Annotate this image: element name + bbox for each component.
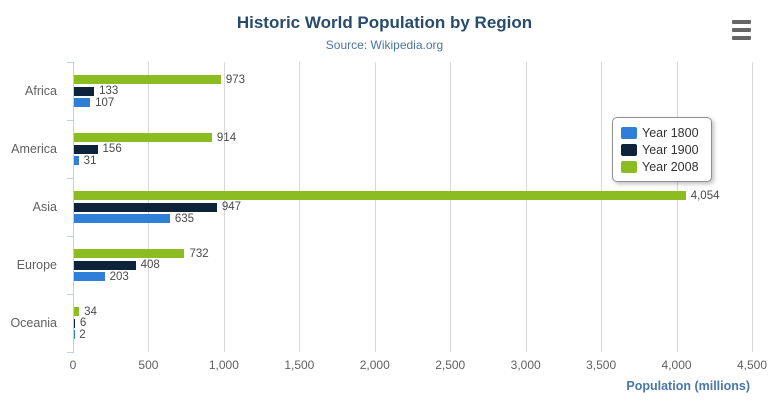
x-tick-label: 3,000 [510,358,541,372]
legend-item-year-2008[interactable]: Year 2008 [621,158,699,175]
category-label-asia: Asia [32,200,57,214]
grid-line [676,62,678,352]
data-label: 203 [109,270,129,283]
hamburger-icon [732,28,751,32]
data-label: 732 [189,247,209,260]
bar-asia-year-1900[interactable] [74,202,217,212]
category-tick [67,62,73,63]
data-label: 133 [99,85,119,97]
hamburger-icon [732,36,751,40]
bar-oceania-year-1900[interactable] [74,318,75,328]
category-tick [67,178,73,179]
legend-item-year-1900[interactable]: Year 1900 [621,141,699,158]
bar-africa-year-1900[interactable] [74,86,95,96]
category-tick [67,352,73,353]
data-label: 156 [102,143,122,155]
bar-europe-year-1800[interactable] [74,272,105,281]
category-label-africa: Africa [25,84,57,98]
data-label: 914 [216,131,237,144]
legend-swatch-icon [621,126,637,139]
bar-asia-year-1800[interactable] [74,214,170,223]
plot-area: 973 133 107 914 156 31 4,054 947 635 732 408 203 34 6… [67,62,753,353]
category-tick [67,294,73,295]
grid-line [752,62,753,352]
legend-item-year-1800[interactable]: Year 1800 [621,124,699,141]
grid-line [374,62,376,352]
data-label: 947 [221,201,242,213]
category-label-europe: Europe [16,258,57,272]
y-axis-line [73,62,74,353]
legend-swatch-icon [621,160,637,173]
data-label: 107 [95,96,115,109]
x-axis-title: Population (millions) [626,379,750,393]
x-tick-label: 1,000 [208,358,239,372]
bar-europe-year-2008[interactable] [74,249,185,258]
x-tick-label: 0 [69,358,77,372]
x-tick-label: 500 [138,358,159,372]
category-label-oceania: Oceania [10,316,57,330]
data-label: 635 [174,212,194,225]
bar-europe-year-1900[interactable] [74,260,136,270]
bar-africa-year-1800[interactable] [74,98,91,107]
legend: Year 1800 Year 1900 Year 2008 [612,117,712,182]
data-label: 973 [225,73,245,86]
legend-label: Year 1800 [642,125,699,140]
grid-line [299,62,301,352]
legend-label: Year 2008 [642,159,699,174]
data-label: 408 [140,259,160,271]
x-tick-label: 3,500 [586,358,617,372]
chart-title: Historic World Population by Region [236,13,533,32]
data-label: 2 [79,328,86,341]
data-label: 31 [83,154,97,167]
bar-africa-year-2008[interactable] [74,75,221,84]
grid-line [525,62,527,352]
grid-line [450,62,452,352]
data-label: 4,054 [690,189,720,202]
x-tick-label: 2,500 [435,358,466,372]
category-tick [67,236,73,237]
bar-america-year-2008[interactable] [74,133,212,142]
chart-subtitle: Source: Wikipedia.org [325,38,444,52]
hamburger-icon [732,20,751,24]
export-menu-button[interactable] [732,20,752,40]
category-label-america: America [11,142,57,156]
grid-line [223,62,225,352]
bar-asia-year-2008[interactable] [74,191,686,200]
bar-america-year-1900[interactable] [74,144,98,154]
grid-line [601,62,603,352]
legend-swatch-icon [621,143,637,156]
bar-oceania-year-2008[interactable] [74,307,80,316]
x-tick-label: 4,000 [661,358,692,372]
x-tick-label: 1,500 [284,358,315,372]
category-tick [67,120,73,121]
x-tick-label: 4,500 [736,358,768,372]
data-label: 6 [79,317,87,329]
x-tick-label: 2,000 [359,358,390,372]
legend-label: Year 1900 [642,142,699,157]
bar-america-year-1800[interactable] [74,156,79,165]
data-label: 34 [84,305,97,318]
